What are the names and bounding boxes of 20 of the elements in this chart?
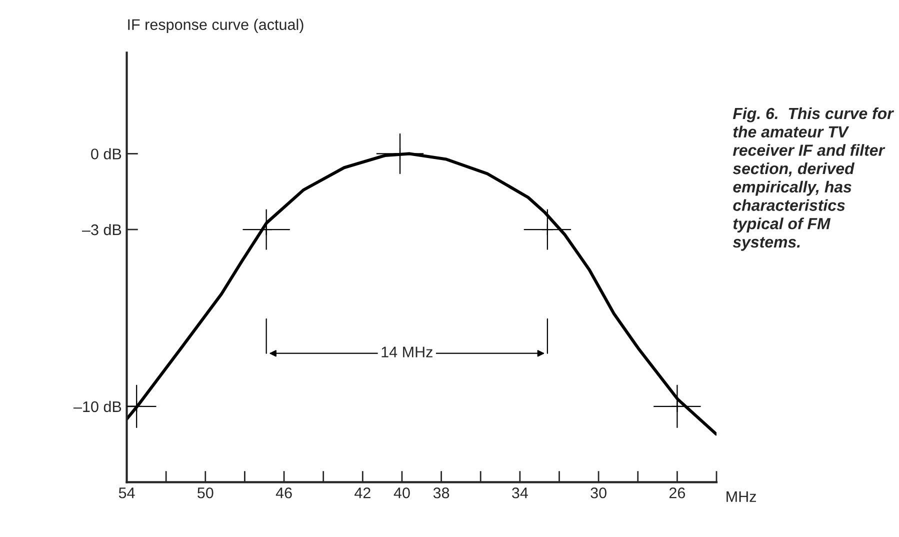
x-axis-title: MHz: [726, 491, 756, 502]
y-tick-label: –3 dB: [82, 224, 122, 236]
x-tick-label: 40: [394, 487, 410, 498]
chart-title: IF response curve (actual): [128, 18, 304, 34]
x-tick-label: 50: [198, 487, 214, 498]
x-tick-label: 42: [354, 487, 370, 498]
x-tick-label: 54: [118, 488, 135, 498]
point: [541, 223, 554, 236]
y-tick-label: –10 dB: [73, 400, 122, 412]
x-tick-label: 34: [512, 487, 528, 498]
y-tick-label: 0 dB: [91, 148, 122, 160]
line-series: [126, 152, 717, 436]
x-tick-label: 30: [590, 487, 606, 498]
x-tick-label: 38: [433, 487, 450, 498]
caption: Fig. 6. This curve for the amateur TV receiver IF and filter section, derived empirically, has characteristics typical of FM systems.: [732, 107, 894, 251]
point: [130, 400, 143, 413]
annotation: 14 MHz: [382, 346, 432, 358]
point: [671, 400, 684, 413]
x-tick-label: 46: [276, 487, 292, 498]
x-tick-label: 26: [669, 487, 686, 498]
